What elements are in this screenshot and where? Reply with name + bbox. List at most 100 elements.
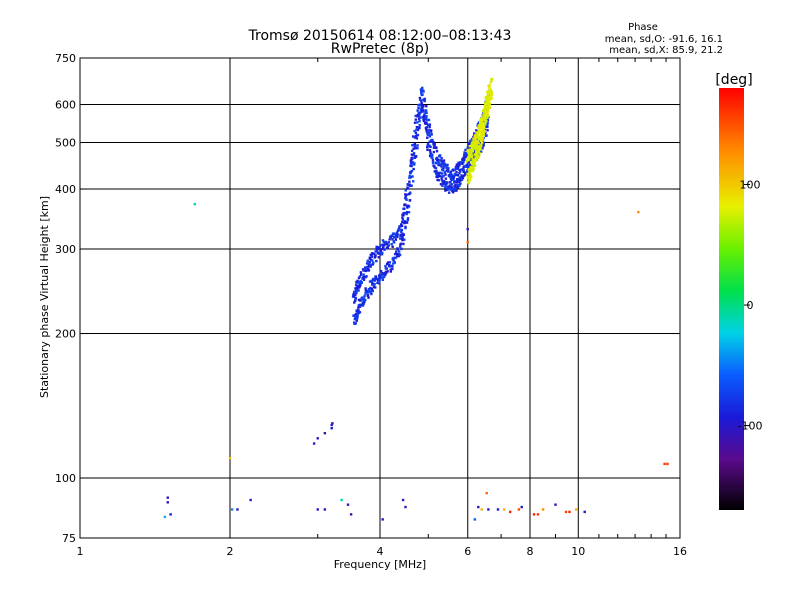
data-point [439, 183, 443, 186]
data-point [453, 188, 456, 191]
data-point [379, 248, 382, 251]
data-point [485, 90, 489, 93]
data-point [435, 175, 438, 179]
data-point [476, 150, 480, 154]
data-point [467, 155, 471, 159]
data-point [411, 156, 414, 159]
data-point [496, 508, 500, 511]
data-point [410, 184, 413, 187]
data-point [419, 111, 422, 114]
data-point [440, 179, 444, 182]
data-point [485, 119, 488, 123]
data-point [481, 121, 484, 124]
data-point [517, 508, 521, 511]
data-point [463, 173, 467, 176]
data-point [394, 256, 397, 260]
data-point [425, 104, 428, 108]
data-point [395, 231, 399, 235]
data-point [362, 273, 365, 276]
data-point [396, 235, 399, 239]
data-point [434, 167, 438, 170]
data-point [381, 278, 384, 281]
data-point [401, 238, 404, 241]
data-point [416, 113, 420, 117]
data-point [453, 174, 456, 177]
phase-legend-o: mean, sd,O: -91.6, 16.1 [605, 34, 723, 45]
data-point [456, 163, 459, 166]
data-point [637, 210, 640, 214]
data-point [408, 174, 411, 178]
data-point [376, 281, 379, 285]
data-point [377, 280, 381, 283]
data-point [389, 268, 392, 271]
data-point [422, 90, 425, 93]
data-point [403, 207, 406, 210]
data-point [371, 252, 375, 256]
data-point [459, 160, 462, 164]
data-point [392, 259, 395, 262]
data-point [488, 86, 491, 89]
data-point [468, 153, 471, 157]
data-point [481, 136, 484, 140]
data-point [423, 112, 426, 115]
data-point [395, 252, 399, 256]
axis-ticks: 1 2 4 6 8 10 16 75 100 200 300 400 500 600 750 [55, 52, 687, 558]
data-point [390, 242, 393, 246]
colorbar-tick-label: 100 [740, 178, 761, 191]
data-point [466, 163, 469, 167]
data-point [454, 186, 457, 189]
data-point [358, 311, 362, 314]
data-point [477, 156, 480, 160]
data-point [428, 123, 432, 126]
data-point [412, 143, 415, 147]
data-point [416, 109, 419, 112]
data-point [486, 119, 490, 122]
data-point [473, 518, 477, 521]
data-point [490, 79, 493, 82]
data-point [480, 508, 483, 511]
data-point [384, 273, 387, 276]
data-point [488, 106, 492, 109]
data-point [425, 114, 428, 118]
data-point [477, 121, 481, 124]
data-point [431, 161, 435, 164]
data-point [353, 317, 357, 321]
data-point [429, 145, 432, 149]
y-tick-label: 600 [55, 99, 76, 112]
data-point [464, 148, 467, 152]
data-point [415, 125, 419, 129]
data-point [405, 193, 408, 197]
data-point [419, 99, 423, 102]
data-point [466, 158, 469, 161]
data-point [473, 161, 476, 165]
data-point [445, 182, 448, 185]
data-point [426, 142, 430, 146]
data-point [453, 172, 457, 176]
data-point [458, 164, 461, 167]
data-point [420, 90, 423, 94]
data-point [364, 287, 367, 290]
data-point [433, 144, 436, 148]
data-point [412, 153, 415, 156]
data-point [418, 116, 422, 119]
data-point [163, 515, 167, 519]
data-point [478, 122, 482, 125]
data-point [464, 155, 467, 159]
data-point [410, 153, 414, 156]
data-point [455, 171, 458, 174]
data-point [371, 259, 374, 262]
data-point [401, 218, 405, 221]
data-point [460, 168, 464, 171]
data-point [391, 265, 394, 268]
data-point [481, 125, 485, 128]
data-point [469, 152, 473, 155]
data-point [486, 129, 489, 132]
data-point [443, 171, 447, 174]
data-point [442, 180, 446, 183]
data-point [489, 87, 492, 91]
data-point [413, 142, 417, 146]
data-point [424, 109, 428, 112]
data-point [364, 269, 367, 273]
data-point [487, 90, 490, 93]
data-point [169, 513, 172, 516]
